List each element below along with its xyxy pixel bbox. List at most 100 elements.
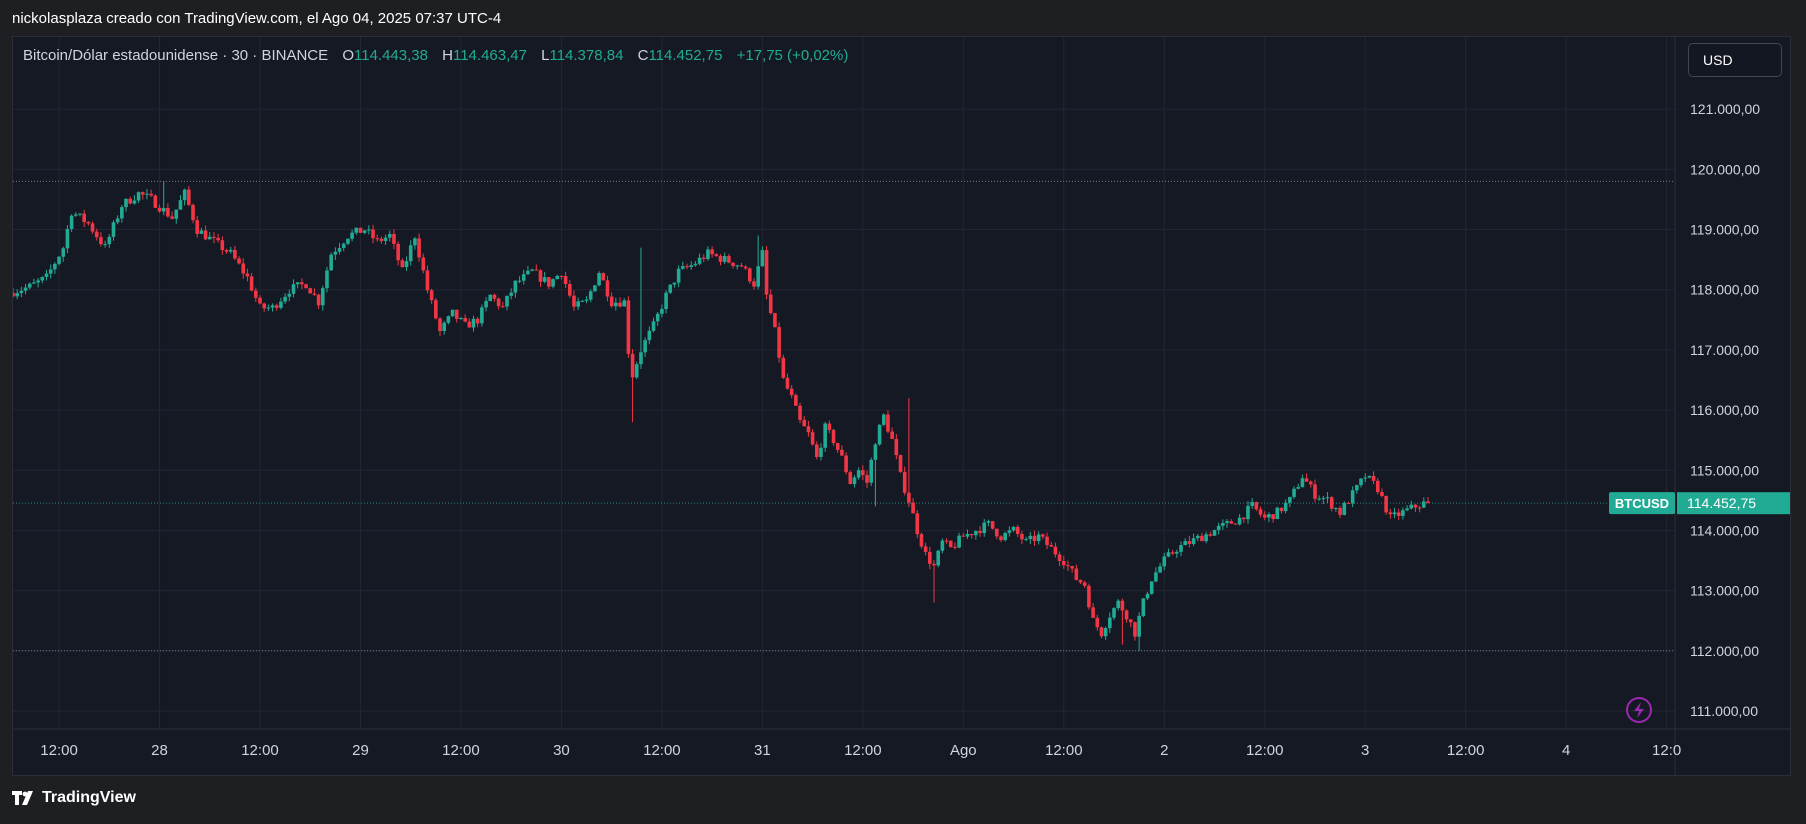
candle-body <box>1070 566 1074 569</box>
time-axis[interactable]: 12:00 28 12:00 29 12:00 30 12:00 31 12:00 Ago 12:0… <box>40 742 1681 759</box>
candle-body <box>559 275 564 277</box>
candle-body <box>953 546 957 548</box>
candle <box>161 181 166 216</box>
candle-body <box>450 309 455 317</box>
candle-body <box>496 298 501 307</box>
candle-body <box>614 302 618 307</box>
candle <box>961 532 966 537</box>
candle <box>1154 567 1158 583</box>
candle-body <box>1020 533 1024 540</box>
candle-body <box>630 353 635 378</box>
candle <box>438 317 442 336</box>
candle-body <box>986 521 991 523</box>
candle-body <box>731 262 735 266</box>
candle-body <box>814 444 819 457</box>
candle-body <box>1187 541 1192 544</box>
candle <box>1128 619 1133 628</box>
candle-body <box>760 250 765 267</box>
candle <box>609 292 614 308</box>
candle <box>584 296 589 304</box>
candle-body <box>61 248 66 257</box>
candle <box>199 227 204 235</box>
candle <box>1246 501 1250 524</box>
candle-body <box>475 318 480 324</box>
y-tick-label: 112.000,00 <box>1690 643 1759 659</box>
candle-body <box>120 207 124 219</box>
candle <box>1258 506 1263 518</box>
candle-body <box>53 263 57 270</box>
candle <box>132 195 137 205</box>
candle <box>333 247 338 260</box>
last-price-label: 114.452,75 <box>1687 495 1756 511</box>
candle <box>320 285 325 311</box>
candle <box>1049 541 1054 547</box>
candle <box>735 264 740 270</box>
candle <box>597 271 601 287</box>
candlestick-chart[interactable]: 121.000,00 120.000,00 119.000,00 118.000,00… <box>13 37 1791 776</box>
candle-body <box>421 257 426 271</box>
candle <box>1242 517 1246 523</box>
candle <box>1313 479 1317 503</box>
candle-body <box>856 470 861 478</box>
symbol-title[interactable]: Bitcoin/Dólar estadounidense · 30 · BINA… <box>23 47 329 64</box>
candle <box>567 280 572 298</box>
candle-body <box>1350 490 1355 504</box>
candle <box>668 284 673 294</box>
candle-body <box>1066 565 1070 567</box>
candle <box>1120 598 1125 645</box>
chart-frame[interactable]: 121.000,00 120.000,00 119.000,00 118.000,00… <box>12 36 1791 776</box>
candle-body <box>245 273 250 277</box>
candle-body <box>622 300 627 307</box>
candle <box>622 298 627 307</box>
candle <box>915 510 920 539</box>
candle <box>1187 535 1192 548</box>
candle <box>618 297 622 308</box>
candle-body <box>999 536 1003 541</box>
lightning-circle <box>1626 696 1652 723</box>
candle <box>856 467 861 480</box>
candle-body <box>685 266 689 268</box>
candle <box>714 253 719 258</box>
candle-body <box>886 414 890 432</box>
candle <box>237 256 241 265</box>
candle-body <box>241 263 246 274</box>
lightning-icon[interactable] <box>1626 696 1652 723</box>
tradingview-brand[interactable]: TradingView <box>12 789 136 807</box>
candle <box>1191 533 1196 547</box>
candle-body <box>270 305 275 308</box>
candle <box>639 247 643 369</box>
candle <box>974 530 978 540</box>
candle <box>178 195 183 210</box>
candle-body <box>773 313 777 328</box>
candle <box>534 264 539 271</box>
currency-button[interactable]: USD <box>1688 43 1782 77</box>
last-price-marker: BTCUSD 114.452,75 <box>1609 492 1790 515</box>
candle-body <box>287 293 292 297</box>
chart-caption: nickolasplaza creado con TradingView.com… <box>12 10 502 27</box>
x-tick-label: 12:00 <box>1246 742 1284 759</box>
candle-body <box>454 309 459 319</box>
candle <box>1363 473 1368 483</box>
candle-body <box>1015 526 1020 534</box>
candle <box>651 317 656 333</box>
y-tick-label: 121.000,00 <box>1690 101 1760 117</box>
candle-body <box>1007 530 1012 533</box>
candle <box>1279 507 1284 514</box>
candle-body <box>220 240 225 251</box>
candle <box>1212 529 1217 536</box>
candle <box>480 304 484 327</box>
candle <box>312 288 317 296</box>
candle <box>392 229 396 250</box>
price-axis[interactable]: 121.000,00 120.000,00 119.000,00 118.000,00… <box>1690 101 1760 719</box>
candle-body <box>1342 503 1347 515</box>
candle-body <box>1359 478 1363 486</box>
candle <box>27 282 32 290</box>
candle-body <box>379 238 384 242</box>
candle-body <box>358 227 363 233</box>
candle-body <box>965 534 970 537</box>
candle-body <box>643 340 647 353</box>
candle <box>128 196 133 205</box>
candle <box>15 289 19 300</box>
candle-body <box>1221 522 1225 526</box>
candle <box>1133 621 1137 641</box>
